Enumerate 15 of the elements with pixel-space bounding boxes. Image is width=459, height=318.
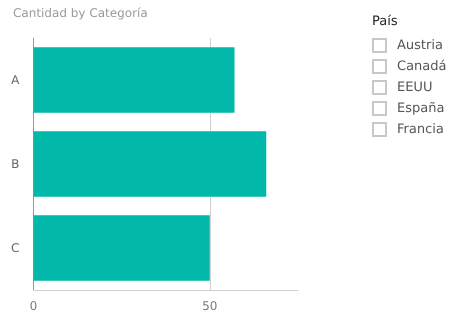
text: Canadá <box>397 59 446 74</box>
text: España <box>397 101 444 116</box>
text: País <box>372 14 399 29</box>
bar <box>33 131 266 197</box>
text: Francia <box>397 122 444 137</box>
bar <box>33 47 234 113</box>
x-tick-label: 0 <box>30 299 38 313</box>
y-tick-label: C <box>10 241 20 255</box>
text: EEUU <box>397 80 432 95</box>
text: Austria <box>397 38 443 53</box>
chart-title: Cantidad by Categoría <box>13 6 148 20</box>
y-tick-label: A <box>11 73 20 87</box>
y-tick-label: B <box>11 157 20 171</box>
x-tick-label: 50 <box>202 299 218 313</box>
bar <box>33 215 210 281</box>
